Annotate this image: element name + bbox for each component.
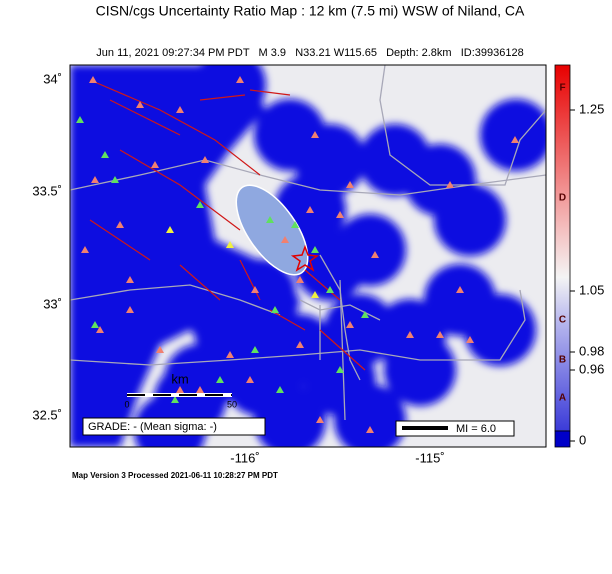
grade-letter: F <box>559 83 565 94</box>
scale-unit: km <box>171 371 188 386</box>
station <box>76 116 84 123</box>
station <box>236 76 244 83</box>
uncertainty-area <box>194 65 266 121</box>
station <box>456 286 464 293</box>
station <box>446 181 454 188</box>
station <box>281 236 289 243</box>
station <box>266 216 274 223</box>
station <box>156 346 164 353</box>
salton-sea <box>235 184 309 276</box>
station <box>311 246 319 253</box>
lat-label: 32.5˚ <box>32 407 62 422</box>
colorbar-label: 0 <box>579 432 586 447</box>
uncertainty-area <box>294 229 366 301</box>
station <box>316 416 324 423</box>
grade-letter: C <box>559 315 566 326</box>
station <box>116 221 124 228</box>
station <box>216 376 224 383</box>
colorbar-label: 0.98 <box>579 343 604 358</box>
station <box>436 331 444 338</box>
lat-label: 33.5˚ <box>32 183 62 198</box>
station <box>336 366 344 373</box>
scale-end: 50 <box>227 399 237 409</box>
station <box>336 211 344 218</box>
station <box>406 331 414 338</box>
station <box>466 336 474 343</box>
station <box>366 426 374 433</box>
colorbar-label: 0.96 <box>579 361 604 376</box>
colorbar-label: 1.25 <box>579 101 604 116</box>
roads <box>70 65 546 421</box>
uncertainty-area <box>254 384 326 447</box>
legend-box <box>395 420 515 437</box>
uncertainty-area <box>334 384 406 447</box>
station <box>346 321 354 328</box>
station <box>91 321 99 328</box>
station <box>91 176 99 183</box>
station <box>306 206 314 213</box>
lon-label: -116˚ <box>230 450 259 465</box>
station <box>201 156 209 163</box>
title: CISN/cgs Uncertainty Ratio Map : 12 km (… <box>96 3 525 19</box>
station <box>296 341 304 348</box>
station <box>136 101 144 108</box>
uncertainty-area <box>480 99 546 171</box>
station <box>89 76 97 83</box>
station <box>251 286 259 293</box>
station <box>251 346 259 353</box>
uncertainty-area <box>434 184 506 256</box>
uncertainty-area <box>464 294 536 366</box>
station <box>311 291 319 298</box>
station <box>346 181 354 188</box>
station <box>111 176 119 183</box>
station <box>291 221 299 228</box>
station <box>166 226 174 233</box>
grade-box <box>82 417 266 436</box>
station <box>126 276 134 283</box>
station <box>371 251 379 258</box>
grade-letter: B <box>559 355 566 366</box>
station <box>246 376 254 383</box>
lon-label: -115˚ <box>415 450 444 465</box>
lat-label: 34˚ <box>43 71 62 86</box>
faults <box>89 79 366 371</box>
uncertainty-areas <box>70 65 546 447</box>
station <box>196 386 204 393</box>
map-frame <box>69 64 547 448</box>
station <box>151 161 159 168</box>
station <box>96 326 104 333</box>
grade: GRADE: - (Mean sigma: -) <box>88 421 217 433</box>
station <box>176 106 184 113</box>
uncertainty-area <box>384 334 456 406</box>
grade-letter: D <box>559 193 566 204</box>
station <box>171 396 179 403</box>
colorbar-label: 1.05 <box>579 282 604 297</box>
station <box>361 311 369 318</box>
subtitle: Jun 11, 2021 09:27:34 PM PDT M 3.9 N33.2… <box>96 47 523 59</box>
scale-bar: km 0 50 <box>124 371 237 409</box>
station <box>81 246 89 253</box>
epicenter <box>290 244 320 272</box>
grade-letter: A <box>559 393 566 404</box>
colorbar <box>554 64 571 448</box>
station <box>271 306 279 313</box>
station <box>196 201 204 208</box>
stations <box>76 76 519 433</box>
map: km 0 50 GRADE: - (Mean sigma: -) MI = 6.… <box>70 65 546 447</box>
scale-start: 0 <box>124 399 129 409</box>
station <box>176 386 184 393</box>
station <box>226 241 234 248</box>
station <box>326 286 334 293</box>
lat-label: 33˚ <box>43 296 62 311</box>
station <box>276 386 284 393</box>
station <box>126 306 134 313</box>
legend-label: MI = 6.0 <box>456 423 496 435</box>
station <box>226 351 234 358</box>
station <box>101 151 109 158</box>
station <box>311 131 319 138</box>
station <box>511 136 519 143</box>
footer: Map Version 3 Processed 2021-06-11 10:28… <box>72 471 278 480</box>
station <box>296 276 304 283</box>
